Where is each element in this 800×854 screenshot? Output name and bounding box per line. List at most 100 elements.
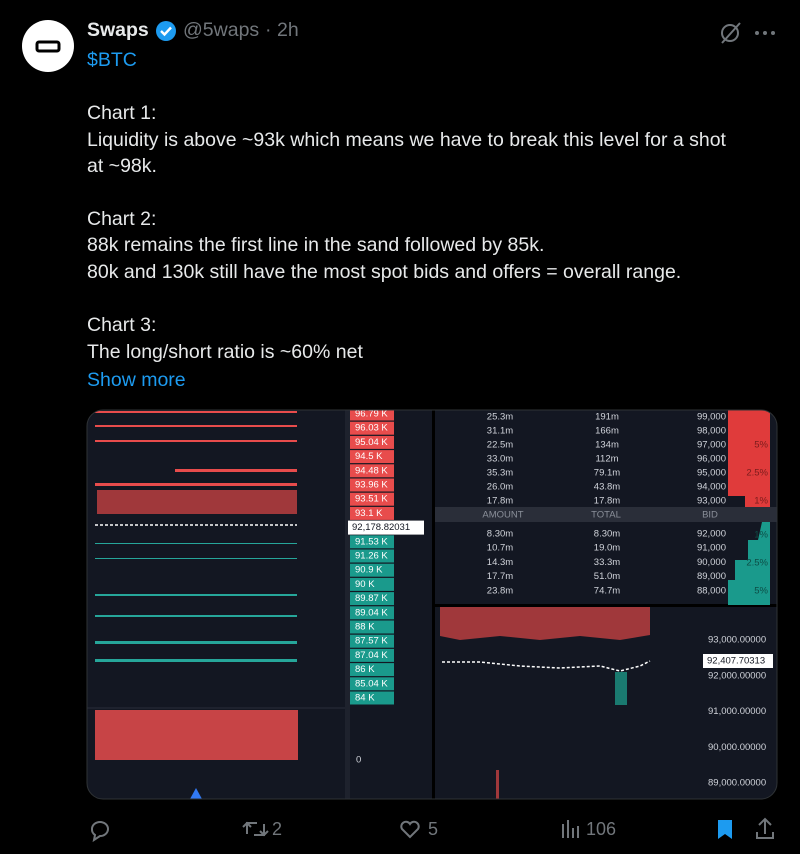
post-text-line: 80k and 130k still have the most spot bi…	[87, 261, 681, 283]
depth-label: 5%	[754, 586, 768, 597]
bid-cell: 88,000	[697, 585, 726, 596]
axis-gap	[345, 410, 350, 799]
post-time[interactable]: 2h	[277, 19, 299, 41]
bid-cell: 10.7m	[487, 543, 513, 554]
depth-label: 2.5%	[746, 468, 768, 479]
ask-cell: 25.3m	[487, 412, 513, 423]
price-level: 95.04 K	[355, 437, 388, 448]
price-level: 96.79 K	[355, 409, 388, 420]
post-text-line: 88k remains the first line in the sand f…	[87, 234, 544, 256]
ask-cell: 99,000	[697, 412, 726, 423]
price-tag	[350, 677, 394, 691]
price-level: 96.03 K	[355, 423, 388, 434]
price-level: 90 K	[355, 579, 375, 590]
post-text-line: Chart 2:	[87, 208, 156, 230]
author-name[interactable]: Swaps	[87, 19, 149, 41]
view-count: 106	[586, 819, 616, 839]
post-text-line: The long/short ratio is ~60% net	[87, 341, 363, 363]
avatar-logo	[35, 40, 61, 53]
price-level: 91.53 K	[355, 536, 388, 547]
price-axis-label: 91,000.00000	[708, 706, 766, 717]
book-header: TOTAL	[591, 510, 621, 521]
price-tag	[350, 464, 394, 478]
price-tag	[350, 691, 394, 705]
ask-cell: 31.1m	[487, 426, 513, 437]
separator: ·	[265, 19, 272, 41]
ask-cell: 17.8m	[487, 496, 513, 507]
price-level: 87.04 K	[355, 650, 388, 661]
more-icon[interactable]	[755, 31, 775, 35]
price-tag	[350, 535, 394, 549]
price-line	[442, 660, 651, 672]
book-header: AMOUNT	[482, 510, 523, 521]
price-tag	[350, 478, 394, 492]
price-tag	[350, 592, 394, 606]
ask-cell: 134m	[595, 440, 619, 451]
ask-cell: 98,000	[697, 426, 726, 437]
ask-cell: 94,000	[697, 482, 726, 493]
bid-cell: 51.0m	[594, 571, 620, 582]
reply-button[interactable]	[91, 821, 109, 843]
views-icon[interactable]	[562, 820, 579, 838]
price-tag	[350, 634, 394, 648]
current-price: 92,407.70313	[707, 656, 765, 667]
price-tag	[350, 620, 394, 634]
book-header-bg	[435, 507, 777, 522]
price-level: 89.04 K	[355, 607, 388, 618]
price-tag	[350, 563, 394, 577]
price-tag	[350, 506, 394, 520]
bid-cell: 23.8m	[487, 585, 513, 596]
cashtag[interactable]: $BTC	[87, 49, 137, 71]
bid-cell: 8.30m	[594, 529, 620, 540]
retweet-button[interactable]	[242, 821, 269, 837]
liquidity-lines	[95, 411, 298, 799]
post-text-line: Chart 3:	[87, 314, 156, 336]
ask-cell: 97,000	[697, 440, 726, 451]
bid-cell: 91,000	[697, 543, 726, 554]
price-level: 94.5 K	[355, 451, 383, 462]
like-count: 5	[428, 819, 438, 839]
bid-cell: 19.0m	[594, 543, 620, 554]
price-axis-label: 90,000.00000	[708, 742, 766, 753]
liquidity-band	[440, 607, 650, 640]
ask-cell: 112m	[595, 454, 618, 465]
price-tag	[350, 492, 394, 506]
divider	[432, 604, 777, 607]
ask-cell: 43.8m	[594, 482, 620, 493]
ask-cell: 26.0m	[487, 482, 513, 493]
bid-cell: 17.7m	[487, 571, 513, 582]
price-level: 85.04 K	[355, 678, 388, 689]
price-tag	[350, 663, 394, 677]
price-axis-label: 89,000.00000	[708, 778, 766, 789]
bid-cell: 14.3m	[487, 557, 513, 568]
media[interactable]: 96.79 K 96.03 K 95.04 K 94.5 K 94.48 K 93.96 …	[87, 408, 777, 800]
price-axis-label: 93,000.00000	[708, 635, 766, 646]
volume-bar	[496, 770, 499, 799]
avatar[interactable]	[22, 20, 74, 72]
ask-cell: 35.3m	[487, 468, 513, 479]
price-level: 86 K	[355, 664, 375, 675]
post-text-line: at ~98k.	[87, 155, 157, 177]
price-tag	[350, 577, 394, 591]
grok-icon[interactable]	[721, 22, 741, 44]
show-more[interactable]: Show more	[87, 369, 186, 391]
price-level: 84 K	[355, 693, 375, 704]
price-axis-label: 92,000.00000	[708, 670, 766, 681]
price-level: 91.26 K	[355, 551, 388, 562]
book-header: BID	[702, 510, 718, 521]
ask-depth	[728, 410, 770, 507]
current-price-tag	[348, 520, 424, 535]
bid-cell: 92,000	[697, 529, 726, 540]
author-handle[interactable]: @5waps	[183, 19, 259, 41]
bid-cell: 74.7m	[594, 585, 620, 596]
bookmark-button[interactable]	[718, 820, 732, 839]
ask-cell: 17.8m	[594, 496, 620, 507]
share-button[interactable]	[756, 817, 774, 839]
ask-cell: 191m	[595, 412, 619, 423]
price-level: 94.48 K	[355, 465, 388, 476]
price-level: 90.9 K	[355, 565, 383, 576]
price-level: 93.1 K	[355, 508, 383, 519]
like-button[interactable]	[400, 820, 420, 839]
price-level: 87.57 K	[355, 636, 388, 647]
